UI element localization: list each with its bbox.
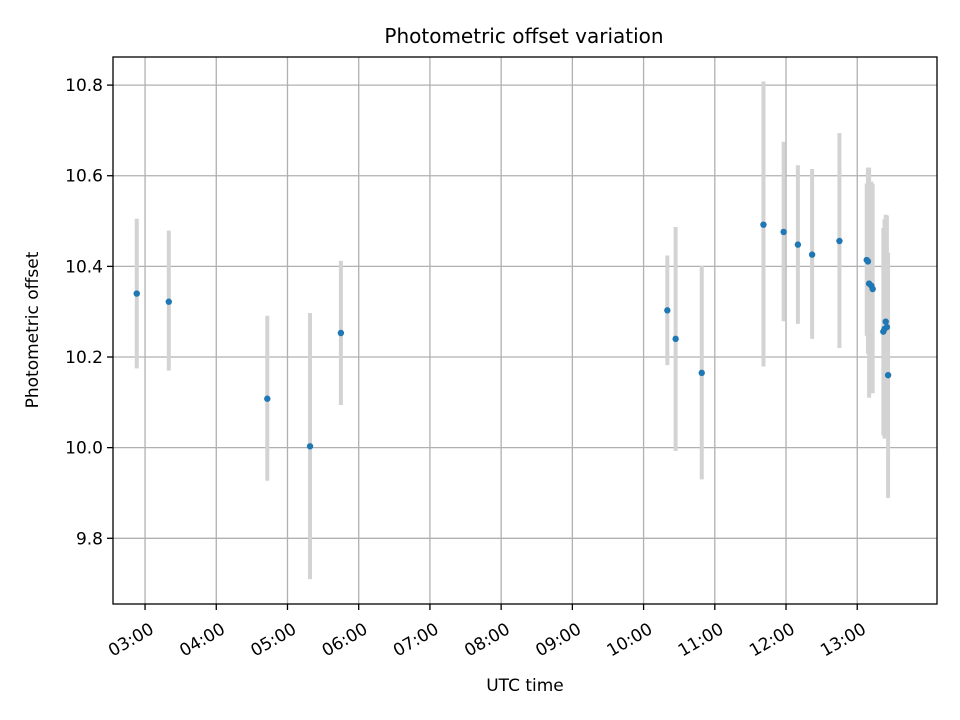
data-point: [672, 335, 679, 343]
data-point: [882, 318, 889, 325]
data-point: [337, 329, 345, 337]
data-point: [869, 285, 876, 293]
data-point: [808, 251, 816, 258]
data-point: [883, 323, 891, 331]
grid-lines: [113, 57, 937, 604]
data-point: [864, 258, 872, 265]
data-point: [794, 241, 802, 248]
data-point: [760, 221, 767, 228]
y-tick-label: 10.6: [65, 167, 103, 187]
y-tick-label: 10.4: [65, 257, 103, 277]
data-point: [780, 228, 787, 236]
data-point: [264, 395, 271, 402]
y-axis-title: Photometric offset: [23, 251, 43, 408]
x-axis-title: UTC time: [486, 676, 564, 696]
data-point: [698, 369, 705, 377]
plot-frame: [112, 56, 938, 605]
data-point: [836, 237, 843, 245]
y-tick-label: 10.2: [65, 348, 103, 368]
data-points: [133, 221, 892, 450]
y-tick-label: 10.8: [65, 76, 103, 96]
data-point: [884, 371, 892, 379]
data-point: [133, 290, 140, 297]
data-point: [664, 307, 671, 314]
chart-title: Photometric offset variation: [384, 24, 663, 48]
y-tick-label: 9.8: [76, 529, 103, 549]
y-axis-ticks: 9.8 10.0 10.2 10.4 10.6 10.8: [65, 76, 113, 549]
data-point: [165, 298, 172, 305]
data-point: [306, 443, 314, 450]
y-tick-label: 10.0: [65, 439, 103, 459]
